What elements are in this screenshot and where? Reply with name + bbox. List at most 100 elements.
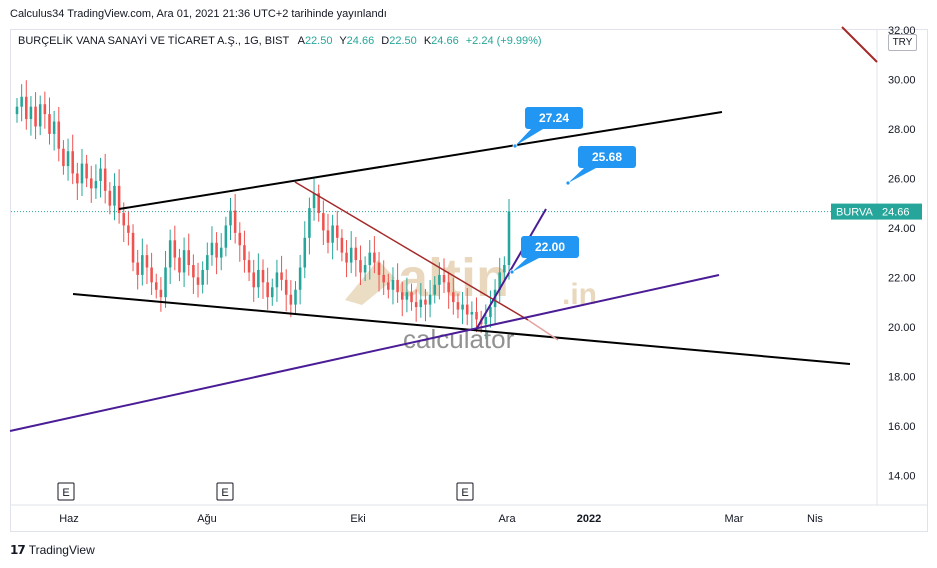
- candle: [219, 233, 223, 271]
- y-tick-label: 32.00: [888, 25, 916, 37]
- candle-body: [66, 151, 70, 167]
- candle: [108, 182, 112, 215]
- candle: [266, 267, 269, 310]
- candle: [433, 276, 437, 304]
- y-tick-label: 24.00: [888, 223, 916, 235]
- candle-body: [428, 294, 432, 305]
- candles: [11, 80, 877, 339]
- y-tick-label: 20.00: [888, 322, 916, 334]
- candle: [252, 259, 255, 302]
- candle: [373, 236, 376, 274]
- candle-body: [201, 269, 204, 285]
- earnings-marker-label: E: [62, 487, 69, 499]
- candle: [470, 301, 474, 332]
- open-label: A: [297, 35, 305, 47]
- candle-body: [224, 225, 228, 248]
- candle-body: [71, 151, 74, 174]
- candle: [206, 242, 209, 285]
- candle: [507, 198, 511, 280]
- candle-body: [349, 247, 353, 263]
- candle-body: [117, 185, 121, 214]
- candle-body: [405, 292, 409, 300]
- symbol-tag-label: BURVA: [836, 207, 874, 219]
- candle-body: [85, 163, 88, 179]
- candle: [173, 225, 177, 271]
- candle: [141, 238, 144, 286]
- candle: [498, 257, 501, 303]
- publish-info: Calculus34 TradingView.com, Ara 01, 2021…: [10, 8, 387, 20]
- candle: [308, 197, 311, 255]
- callout-pointer: [512, 258, 539, 272]
- candle-body: [43, 104, 47, 115]
- candle: [182, 237, 186, 288]
- candle: [410, 283, 413, 311]
- chart-area[interactable]: [10, 29, 928, 532]
- candle-body: [52, 121, 56, 134]
- y-tick-label: 14.00: [888, 470, 916, 482]
- candle: [66, 138, 70, 181]
- candle-body: [368, 252, 372, 266]
- candle-body: [29, 106, 33, 120]
- candle-body: [108, 190, 112, 206]
- candle: [312, 178, 316, 221]
- candle-body: [489, 307, 492, 317]
- candle: [387, 273, 390, 299]
- candle-body: [484, 316, 488, 325]
- candle-body: [331, 225, 334, 243]
- footer-brand-label: TradingView: [28, 543, 95, 557]
- candle-body: [289, 294, 293, 305]
- y-axis: 14.00 16.00 18.00 20.00 22.00 24.00 26.00 28.00…: [831, 25, 922, 482]
- candle-body: [48, 114, 51, 134]
- candle-body: [419, 299, 423, 308]
- earnings-marker-box: [216, 482, 234, 501]
- candle-body: [113, 185, 116, 206]
- candle-body: [308, 208, 311, 238]
- candle-body: [410, 292, 413, 303]
- candle: [164, 250, 167, 308]
- candle-body: [414, 302, 418, 308]
- candle-body: [89, 178, 93, 189]
- candle: [238, 222, 242, 262]
- candle: [99, 157, 102, 198]
- candle-body: [182, 250, 186, 273]
- candle: [280, 255, 283, 291]
- candle: [103, 153, 107, 204]
- candle: [340, 229, 344, 262]
- earnings-marker: E: [216, 482, 234, 501]
- callouts: 27.24 25.68 22.00: [509, 107, 636, 275]
- candle: [331, 214, 334, 260]
- candle: [224, 216, 228, 257]
- candle: [484, 304, 488, 339]
- candle-body: [373, 252, 376, 263]
- candle-body: [192, 265, 195, 278]
- x-tick-label: Ağu: [197, 513, 217, 525]
- y-tick-label: 22.00: [888, 272, 916, 284]
- candle-body: [62, 148, 65, 167]
- candle-body: [122, 213, 126, 226]
- corner-trendline: [841, 26, 878, 63]
- candle: [94, 164, 98, 199]
- candle: [168, 229, 172, 285]
- candle: [391, 267, 395, 305]
- candle: [317, 184, 320, 222]
- earnings-marker: E: [57, 482, 75, 501]
- earnings-marker: E: [456, 482, 474, 501]
- currency-button[interactable]: TRY: [888, 34, 917, 51]
- candle: [154, 273, 158, 299]
- price-callout: 22.00: [509, 236, 579, 275]
- candle: [363, 256, 367, 282]
- candle-body: [507, 211, 511, 266]
- candle-body: [442, 274, 446, 283]
- candle: [85, 154, 88, 188]
- candle-body: [257, 269, 260, 288]
- candle: [354, 237, 358, 277]
- candle: [326, 213, 330, 254]
- candle: [465, 288, 469, 326]
- candle: [349, 231, 353, 274]
- close-label: K: [423, 35, 432, 47]
- candle-body: [424, 299, 427, 305]
- footer-brand[interactable]: 𝟭𝟳 TradingView: [10, 543, 95, 557]
- candle-body: [470, 312, 474, 315]
